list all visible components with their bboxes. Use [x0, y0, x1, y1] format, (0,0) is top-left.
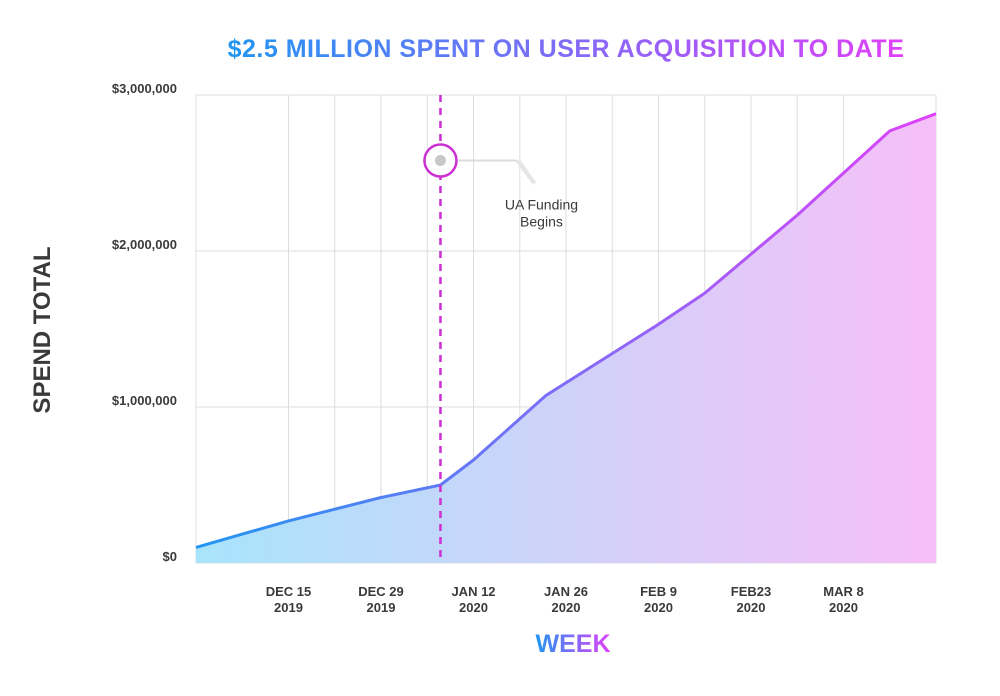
x-tick-label: 2019	[367, 600, 396, 615]
annotation-label: Begins	[520, 214, 563, 230]
y-tick-label: $2,000,000	[112, 237, 177, 252]
spend-line	[195, 112, 937, 549]
x-tick-label: 2020	[829, 600, 858, 615]
y-tick-label: $0	[163, 549, 177, 564]
x-tick-label: FEB 9	[640, 584, 677, 599]
x-tick-label: DEC 15	[266, 584, 312, 599]
annotation-label: UA Funding	[505, 197, 578, 213]
x-tick-label: JAN 26	[544, 584, 588, 599]
spend-area	[196, 113, 936, 563]
annotation-leader-shadow	[516, 159, 537, 185]
x-tick-label: 2020	[459, 600, 488, 615]
x-tick-label: 2020	[644, 600, 673, 615]
y-axis-ticks: $0 $1,000,000 $2,000,000 $3,000,000	[112, 81, 177, 564]
x-tick-label: 2020	[552, 600, 581, 615]
y-tick-label: $3,000,000	[112, 81, 177, 96]
annotation-dot	[434, 155, 446, 167]
x-tick-label: MAR 8	[823, 584, 863, 599]
chart-title: $2.5 MILLION SPENT ON USER ACQUISITION T…	[228, 35, 905, 63]
x-axis-title: WEEK	[536, 630, 611, 658]
x-tick-label: JAN 12	[451, 584, 495, 599]
y-tick-label: $1,000,000	[112, 393, 177, 408]
y-axis-title: SPEND TOTAL	[29, 246, 56, 413]
x-tick-label: 2019	[274, 600, 303, 615]
x-tick-label: 2020	[737, 600, 766, 615]
x-tick-label: DEC 29	[358, 584, 404, 599]
x-tick-label: FEB23	[731, 584, 771, 599]
